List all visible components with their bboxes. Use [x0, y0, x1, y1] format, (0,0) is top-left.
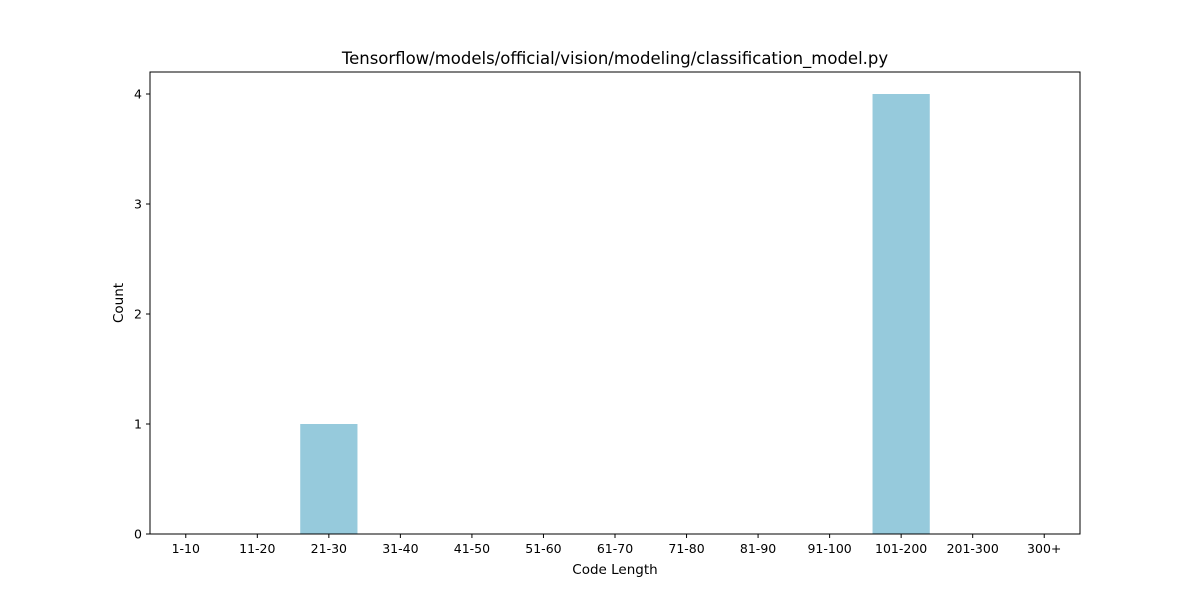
plot-area-frame — [149, 71, 1081, 535]
x-tick-label: 41-50 — [454, 541, 490, 556]
chart-title: Tensorflow/models/official/vision/modeli… — [341, 49, 889, 69]
x-tick-label: 101-200 — [875, 541, 927, 556]
y-tick-label: 3 — [134, 197, 142, 212]
x-tick-label: 81-90 — [740, 541, 776, 556]
x-tick-label: 61-70 — [597, 541, 633, 556]
x-axis-label: Code Length — [572, 562, 657, 578]
bars-group — [300, 94, 930, 534]
y-tick-label: 0 — [134, 527, 142, 542]
y-tick-label: 1 — [134, 417, 142, 432]
bar-21-30 — [300, 424, 358, 534]
y-axis-ticks: 0 1 2 3 4 — [134, 87, 150, 542]
y-tick-label: 2 — [134, 307, 142, 322]
x-tick-label: 21-30 — [311, 541, 347, 556]
x-tick-label: 1-10 — [172, 541, 200, 556]
y-axis-label: Count — [111, 283, 127, 323]
x-tick-label: 91-100 — [807, 541, 851, 556]
bar-101-200 — [872, 94, 930, 534]
y-tick-label: 4 — [134, 87, 142, 102]
x-tick-label: 11-20 — [239, 541, 275, 556]
x-tick-label: 300+ — [1027, 541, 1061, 556]
x-tick-label: 201-300 — [947, 541, 999, 556]
x-tick-label: 71-80 — [668, 541, 704, 556]
x-axis-ticks: 1-10 11-20 21-30 31-40 41-50 51-60 61-70 71-80 8… — [172, 534, 1061, 556]
x-tick-label: 31-40 — [382, 541, 418, 556]
x-tick-label: 51-60 — [525, 541, 561, 556]
